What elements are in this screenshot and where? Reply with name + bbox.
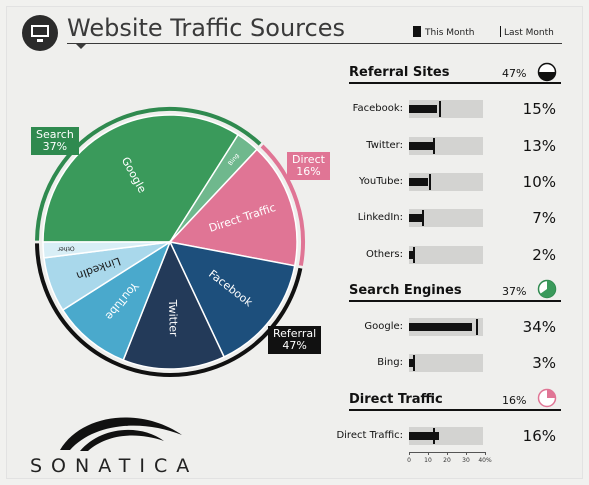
row-others--bar	[409, 251, 413, 259]
row-google--label: Google:	[364, 321, 403, 332]
scale-tick-label: 20	[443, 457, 451, 464]
callout-referral-text: Referral 47%	[273, 327, 317, 352]
row-bing--track	[409, 354, 483, 372]
callout-direct-text: Direct 16%	[292, 153, 325, 178]
header-divider	[67, 43, 562, 44]
scale-tick-label: 10	[424, 457, 432, 464]
row-direct-traffic--bar	[409, 432, 439, 440]
section-divider-search	[349, 300, 561, 302]
section-pct-referral: 47%	[502, 67, 527, 80]
row-bing--label: Bing:	[377, 357, 403, 368]
legend-bar-swatch	[413, 26, 421, 37]
legend-this-month: This Month	[413, 26, 474, 38]
row-direct-traffic--percent: 16%	[522, 427, 556, 445]
row-twitter--last-month-mark	[433, 138, 436, 154]
section-pct-direct: 16%	[502, 394, 527, 407]
monitor-icon	[22, 15, 58, 51]
row-google--bar	[409, 323, 472, 331]
row-linkedin--track	[409, 209, 483, 227]
pie-slice-facebook	[168, 240, 296, 358]
scale-tick-label: 30	[462, 457, 470, 464]
pie-label-other: Other	[57, 245, 75, 253]
legend-last-month-label: Last Month	[504, 28, 554, 38]
scale-tick-label: 40%	[478, 457, 492, 464]
row-linkedin--percent: 7%	[532, 209, 556, 227]
row-others--label: Others:	[366, 249, 403, 260]
row-google--last-month-mark	[475, 319, 478, 335]
section-title-search: Search Engines	[349, 283, 462, 298]
row-facebook--percent: 15%	[522, 100, 556, 118]
scale-tick	[447, 452, 448, 455]
pie-slice-youtube	[61, 240, 172, 362]
callout-search: Search 37%	[31, 127, 79, 155]
section-title-direct: Direct Traffic	[349, 392, 443, 407]
row-youtube--percent: 10%	[522, 173, 556, 191]
scale-tick	[409, 452, 410, 455]
section-pct-search: 37%	[502, 285, 527, 298]
row-youtube--label: YouTube:	[358, 176, 403, 187]
row-others--track	[409, 246, 483, 264]
row-linkedin--label: LinkedIn:	[357, 212, 403, 223]
row-twitter--track	[409, 137, 483, 155]
pie-group-ring-search	[35, 107, 262, 241]
row-youtube--track	[409, 173, 483, 191]
row-twitter--label: Twitter:	[366, 140, 403, 151]
row-others--last-month-mark	[412, 247, 415, 263]
callout-direct: Direct 16%	[287, 152, 330, 180]
pie-slice-twitter	[122, 240, 226, 370]
row-linkedin--last-month-mark	[421, 210, 424, 226]
search-pie-icon	[537, 279, 557, 299]
scale-tick	[485, 452, 486, 455]
referral-pie-icon	[537, 62, 557, 82]
pie-slice-direct-traffic	[168, 148, 298, 267]
callout-referral: Referral 47%	[268, 326, 322, 354]
row-facebook--label: Facebook:	[352, 103, 403, 114]
sonatica-logo	[60, 417, 182, 451]
direct-pie-icon	[537, 388, 557, 408]
row-facebook--last-month-mark	[438, 101, 441, 117]
row-others--percent: 2%	[532, 246, 556, 264]
section-title-referral: Referral Sites	[349, 65, 450, 80]
row-bing--percent: 3%	[532, 354, 556, 372]
section-divider-direct	[349, 409, 561, 411]
legend-line-swatch	[500, 26, 501, 37]
row-twitter--percent: 13%	[522, 137, 556, 155]
pie-group-ring-referral	[35, 243, 303, 377]
callout-search-text: Search 37%	[36, 128, 74, 153]
row-direct-traffic--last-month-mark	[433, 428, 436, 444]
pie-label-twitter: Twitter	[166, 299, 180, 338]
legend-this-month-label: This Month	[425, 28, 475, 38]
scale-tick	[428, 452, 429, 455]
row-google--percent: 34%	[522, 318, 556, 336]
legend-last-month: Last Month	[500, 26, 554, 38]
scale-tick-label: 0	[407, 457, 411, 464]
row-youtube--last-month-mark	[429, 174, 432, 190]
page-title: Website Traffic Sources	[67, 14, 345, 42]
row-youtube--bar	[409, 178, 428, 186]
row-bing--bar	[409, 359, 415, 367]
section-divider-referral	[349, 82, 561, 84]
row-linkedin--bar	[409, 214, 422, 222]
brand-name: SONATICA	[30, 455, 199, 477]
pie-slice-other	[42, 241, 171, 259]
row-google--track	[409, 318, 483, 336]
row-facebook--track	[409, 100, 483, 118]
row-bing--last-month-mark	[412, 355, 415, 371]
row-direct-traffic--track	[409, 427, 483, 445]
row-twitter--bar	[409, 142, 434, 150]
pie-group-ring-direct	[260, 144, 305, 266]
header-pointer	[76, 44, 86, 49]
row-direct-traffic--label: Direct Traffic:	[336, 430, 403, 441]
bar-scale-axis: 0 10 20 30 40%	[407, 452, 497, 466]
scale-tick	[466, 452, 467, 455]
row-facebook--bar	[409, 105, 437, 113]
